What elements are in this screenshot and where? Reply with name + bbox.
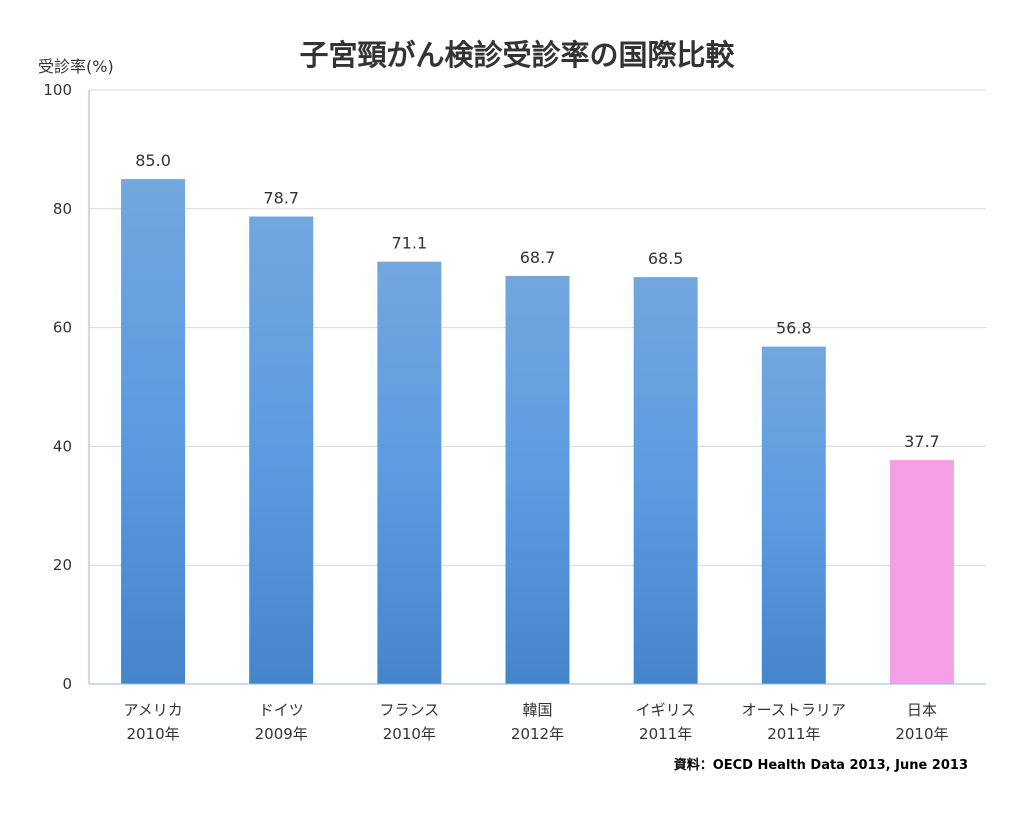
category-label-year: 2011年 (767, 725, 820, 743)
y-tick-label: 0 (62, 675, 72, 693)
bar (761, 346, 826, 684)
bars (121, 179, 954, 684)
bar (121, 179, 186, 684)
category-label-year: 2010年 (126, 725, 179, 743)
chart-title: 子宮頸がん検診受診率の国際比較 (299, 38, 735, 72)
bar (505, 275, 570, 684)
category-label-country: 韓国 (522, 701, 552, 719)
data-label: 71.1 (392, 234, 428, 253)
y-tick-label: 40 (53, 437, 72, 455)
bar (249, 216, 314, 684)
category-label-country: 日本 (907, 701, 937, 719)
y-tick-label: 100 (43, 81, 72, 99)
category-label-year: 2009年 (255, 725, 308, 743)
data-label: 85.0 (135, 151, 171, 170)
category-label-country: フランス (380, 701, 440, 719)
data-labels: 85.0 78.7 71.1 68.7 68.5 56.8 37.7 (135, 151, 939, 451)
data-label: 68.7 (520, 248, 556, 267)
data-label: 56.8 (776, 319, 812, 338)
bar (889, 460, 954, 684)
data-label: 37.7 (904, 432, 940, 451)
source-note: 資料：OECD Health Data 2013, June 2013 (674, 757, 968, 773)
category-label-year: 2010年 (895, 725, 948, 743)
category-label-year: 2010年 (383, 725, 436, 743)
y-axis-label: 受診率(%) (38, 57, 114, 76)
y-tick-labels: 0 20 40 60 80 100 (43, 81, 72, 693)
data-label: 78.7 (263, 189, 299, 208)
category-label-country: ドイツ (259, 701, 304, 719)
category-label-year: 2011年 (639, 725, 692, 743)
category-label-country: イギリス (636, 701, 696, 719)
category-label-country: オーストラリア (742, 701, 846, 719)
category-label-year: 2012年 (511, 725, 564, 743)
category-label-country: アメリカ (123, 701, 182, 719)
category-labels: アメリカ 2010年 ドイツ 2009年 フランス 2010年 韓国 2012年 イギリス 201… (123, 701, 948, 743)
y-tick-label: 60 (53, 319, 72, 337)
y-tick-label: 80 (53, 200, 72, 218)
bar (633, 277, 698, 684)
y-tick-label: 20 (53, 556, 72, 574)
bar (377, 261, 442, 684)
data-label: 68.5 (648, 249, 684, 268)
